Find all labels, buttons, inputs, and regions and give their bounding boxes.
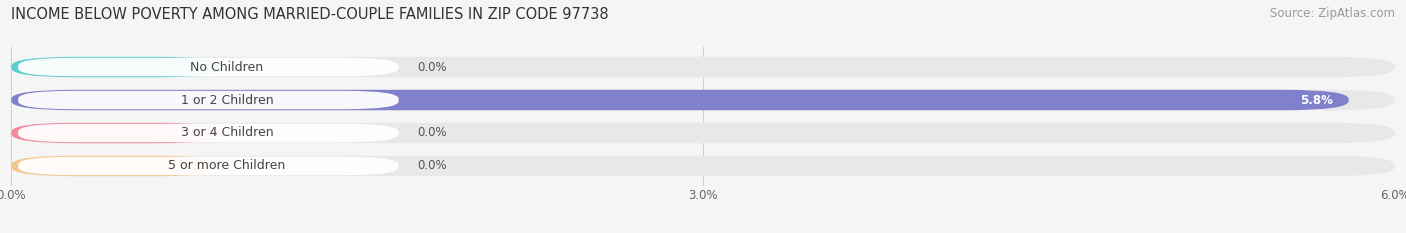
FancyBboxPatch shape	[18, 58, 399, 76]
FancyBboxPatch shape	[18, 124, 399, 142]
FancyBboxPatch shape	[18, 157, 399, 175]
Text: 3 or 4 Children: 3 or 4 Children	[180, 127, 273, 140]
Text: INCOME BELOW POVERTY AMONG MARRIED-COUPLE FAMILIES IN ZIP CODE 97738: INCOME BELOW POVERTY AMONG MARRIED-COUPL…	[11, 7, 609, 22]
Text: No Children: No Children	[190, 61, 263, 74]
Text: 0.0%: 0.0%	[418, 61, 447, 74]
Text: 1 or 2 Children: 1 or 2 Children	[180, 93, 273, 106]
Text: 0.0%: 0.0%	[418, 127, 447, 140]
FancyBboxPatch shape	[11, 90, 1348, 110]
FancyBboxPatch shape	[11, 123, 221, 143]
FancyBboxPatch shape	[11, 156, 221, 176]
Text: 5.8%: 5.8%	[1299, 93, 1333, 106]
FancyBboxPatch shape	[11, 123, 1395, 143]
FancyBboxPatch shape	[11, 90, 1395, 110]
FancyBboxPatch shape	[11, 57, 1395, 77]
FancyBboxPatch shape	[18, 91, 399, 109]
FancyBboxPatch shape	[11, 156, 1395, 176]
Text: 5 or more Children: 5 or more Children	[169, 159, 285, 172]
Text: 0.0%: 0.0%	[418, 159, 447, 172]
FancyBboxPatch shape	[11, 57, 221, 77]
Text: Source: ZipAtlas.com: Source: ZipAtlas.com	[1270, 7, 1395, 20]
